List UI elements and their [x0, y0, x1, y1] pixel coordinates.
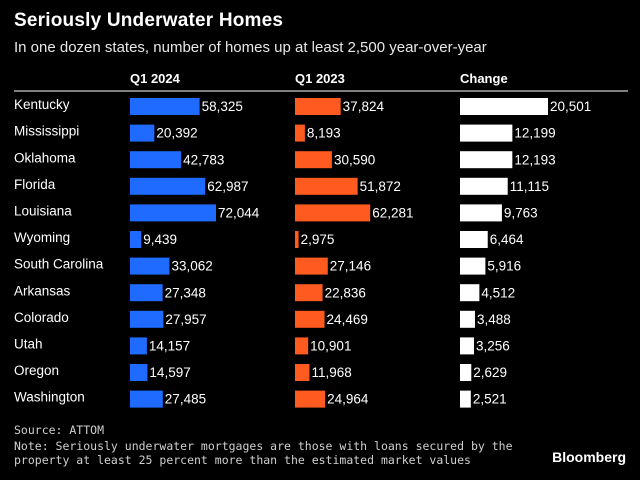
bar-s3-11	[460, 364, 472, 381]
data-label-s3-6: 6,464	[490, 232, 524, 247]
category-label-9: Colorado	[14, 310, 69, 325]
bar-s2-5	[295, 204, 371, 222]
bar-s1-9	[130, 310, 164, 328]
bar-s2-2	[295, 124, 305, 142]
data-label-s1-5: 72,044	[218, 205, 260, 220]
data-label-s2-9: 24,469	[327, 312, 368, 327]
bar-s1-6	[130, 231, 142, 248]
data-label-s2-4: 51,872	[360, 179, 401, 194]
data-label-s1-2: 20,392	[156, 126, 197, 141]
data-label-s3-1: 20,501	[550, 99, 591, 114]
category-label-1: Kentucky	[14, 97, 70, 112]
chart-subtitle: In one dozen states, number of homes up …	[14, 39, 487, 56]
data-label-s2-3: 30,590	[334, 152, 375, 167]
category-label-2: Mississippi	[14, 124, 79, 139]
column-header-2: Q1 2023	[295, 71, 345, 86]
data-label-s3-3: 12,193	[514, 152, 555, 167]
bar-s2-1	[295, 98, 341, 115]
bar-s2-12	[295, 390, 326, 408]
bar-s3-7	[460, 257, 486, 275]
bar-s1-3	[130, 151, 182, 169]
data-label-s3-5: 9,763	[504, 205, 538, 220]
data-label-s2-10: 10,901	[310, 338, 351, 353]
category-label-7: South Carolina	[14, 257, 104, 272]
bar-s3-6	[460, 231, 488, 248]
bar-s3-1	[460, 98, 548, 115]
data-label-s3-11: 2,629	[473, 365, 507, 380]
data-label-s2-1: 37,824	[343, 99, 385, 114]
data-label-s3-8: 4,512	[481, 285, 515, 300]
bar-s1-12	[130, 390, 163, 408]
data-label-s2-2: 8,193	[307, 126, 341, 141]
data-label-s1-12: 27,485	[165, 392, 206, 407]
category-label-4: Florida	[14, 177, 56, 192]
category-label-8: Arkansas	[14, 283, 71, 298]
data-label-s2-6: 2,975	[301, 232, 335, 247]
data-label-s3-12: 2,521	[473, 392, 507, 407]
data-label-s1-8: 27,348	[165, 285, 206, 300]
source-note: Source: ATTOM	[14, 423, 105, 437]
bar-s1-8	[130, 284, 163, 302]
data-label-s1-6: 9,439	[143, 232, 177, 247]
bar-s3-10	[460, 337, 474, 355]
data-label-s3-4: 11,115	[510, 179, 549, 194]
bar-s2-6	[295, 231, 299, 248]
bar-s2-8	[295, 284, 323, 302]
chart-title: Seriously Underwater Homes	[14, 10, 284, 31]
bar-s2-7	[295, 257, 328, 275]
category-label-5: Louisiana	[14, 203, 72, 218]
data-label-s2-7: 27,146	[330, 259, 371, 274]
bloomberg-logo: Bloomberg	[552, 449, 626, 465]
data-label-s2-12: 24,964	[327, 392, 369, 407]
bar-s3-12	[460, 390, 471, 408]
category-label-11: Oregon	[14, 363, 59, 378]
footnote: Note: Seriously underwater mortgages are…	[14, 439, 513, 467]
bar-s3-2	[460, 124, 513, 142]
category-label-12: Washington	[14, 390, 85, 405]
bar-s3-3	[460, 151, 513, 169]
category-label-6: Wyoming	[14, 230, 70, 245]
bar-s3-8	[460, 284, 480, 302]
data-label-s2-11: 11,968	[311, 365, 351, 380]
data-label-s1-11: 14,597	[149, 365, 190, 380]
bar-s1-10	[130, 337, 147, 355]
bar-s2-4	[295, 177, 358, 195]
data-label-s3-9: 3,488	[477, 312, 511, 327]
data-label-s2-5: 62,281	[372, 205, 413, 220]
bar-s3-5	[460, 204, 502, 222]
data-label-s1-4: 62,987	[207, 179, 248, 194]
bar-s1-2	[130, 124, 155, 142]
bar-s1-7	[130, 257, 170, 275]
bar-s3-9	[460, 310, 475, 328]
column-header-3: Change	[460, 71, 508, 86]
bar-s1-1	[130, 98, 200, 115]
data-label-s1-7: 33,062	[171, 259, 212, 274]
data-label-s3-7: 5,916	[487, 259, 521, 274]
bar-s1-4	[130, 177, 206, 195]
bar-s1-5	[130, 204, 216, 222]
data-label-s2-8: 22,836	[325, 285, 366, 300]
data-label-s3-2: 12,199	[514, 126, 555, 141]
bar-s3-4	[460, 177, 508, 195]
bar-s2-10	[295, 337, 309, 355]
bar-s2-11	[295, 364, 310, 381]
column-header-1: Q1 2024	[130, 71, 181, 86]
data-label-s1-1: 58,325	[202, 99, 243, 114]
data-label-s1-9: 27,957	[165, 312, 206, 327]
bar-chart: Q1 2024 Q1 2023 Change Kentucky 58,325 37,824…	[14, 71, 628, 408]
bar-s1-11	[130, 364, 148, 381]
category-label-3: Oklahoma	[14, 150, 76, 165]
data-label-s3-10: 3,256	[476, 338, 510, 353]
category-label-10: Utah	[14, 336, 43, 351]
data-label-s1-10: 14,157	[149, 338, 190, 353]
bar-s2-9	[295, 310, 325, 328]
bar-s2-3	[295, 151, 332, 169]
data-label-s1-3: 42,783	[183, 152, 224, 167]
